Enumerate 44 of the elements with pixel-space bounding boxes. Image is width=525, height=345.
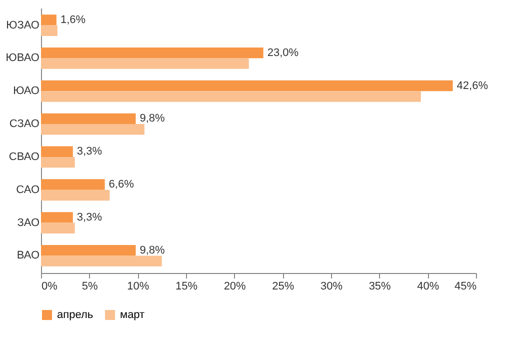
legend-label: апрель [57,309,94,321]
y-tick-label: ЮАО [13,85,40,98]
bar [41,91,421,102]
data-label: 42,6% [456,80,488,92]
y-tick-label: СВАО [8,150,40,163]
bar [41,124,144,135]
bar [41,48,264,58]
x-tick-label: 10% [127,280,150,292]
x-tick-label: 0% [42,280,58,292]
data-label: 6,6% [108,178,134,191]
bar [41,212,73,223]
x-tick-label: 45% [454,280,477,292]
data-label: 1,6% [60,14,86,26]
y-tick-label: ЮВАО [6,52,40,64]
y-tick-label: СЗАО [9,118,40,130]
bar [41,58,249,69]
bar [41,146,73,157]
bar [41,190,110,201]
data-label: 23,0% [267,46,299,59]
bar [41,113,136,124]
legend-label: март [120,309,145,321]
bar [41,179,105,190]
y-tick-label: ВАО [16,250,40,262]
x-tick-label: 35% [368,280,392,292]
data-label: 3,3% [76,211,102,224]
x-tick-label: 20% [224,280,246,292]
data-label: 9,8% [140,244,166,256]
bar [41,25,58,36]
bar [41,245,136,256]
data-label: 9,8% [140,112,166,125]
y-tick-label: ЗАО [17,216,40,229]
x-tick-label: 30% [320,280,343,292]
x-tick-label: 25% [272,280,294,292]
x-tick-label: 40% [417,280,440,292]
y-tick-label: САО [16,184,40,196]
data-label: 3,3% [76,146,102,158]
bar [41,256,162,266]
y-tick-label: ЮЗАО [6,19,40,32]
x-tick-label: 15% [175,280,198,292]
bar [41,156,75,168]
bar [41,14,56,26]
bar [41,80,453,92]
bar [41,222,75,234]
x-tick-label: 5% [82,280,98,292]
